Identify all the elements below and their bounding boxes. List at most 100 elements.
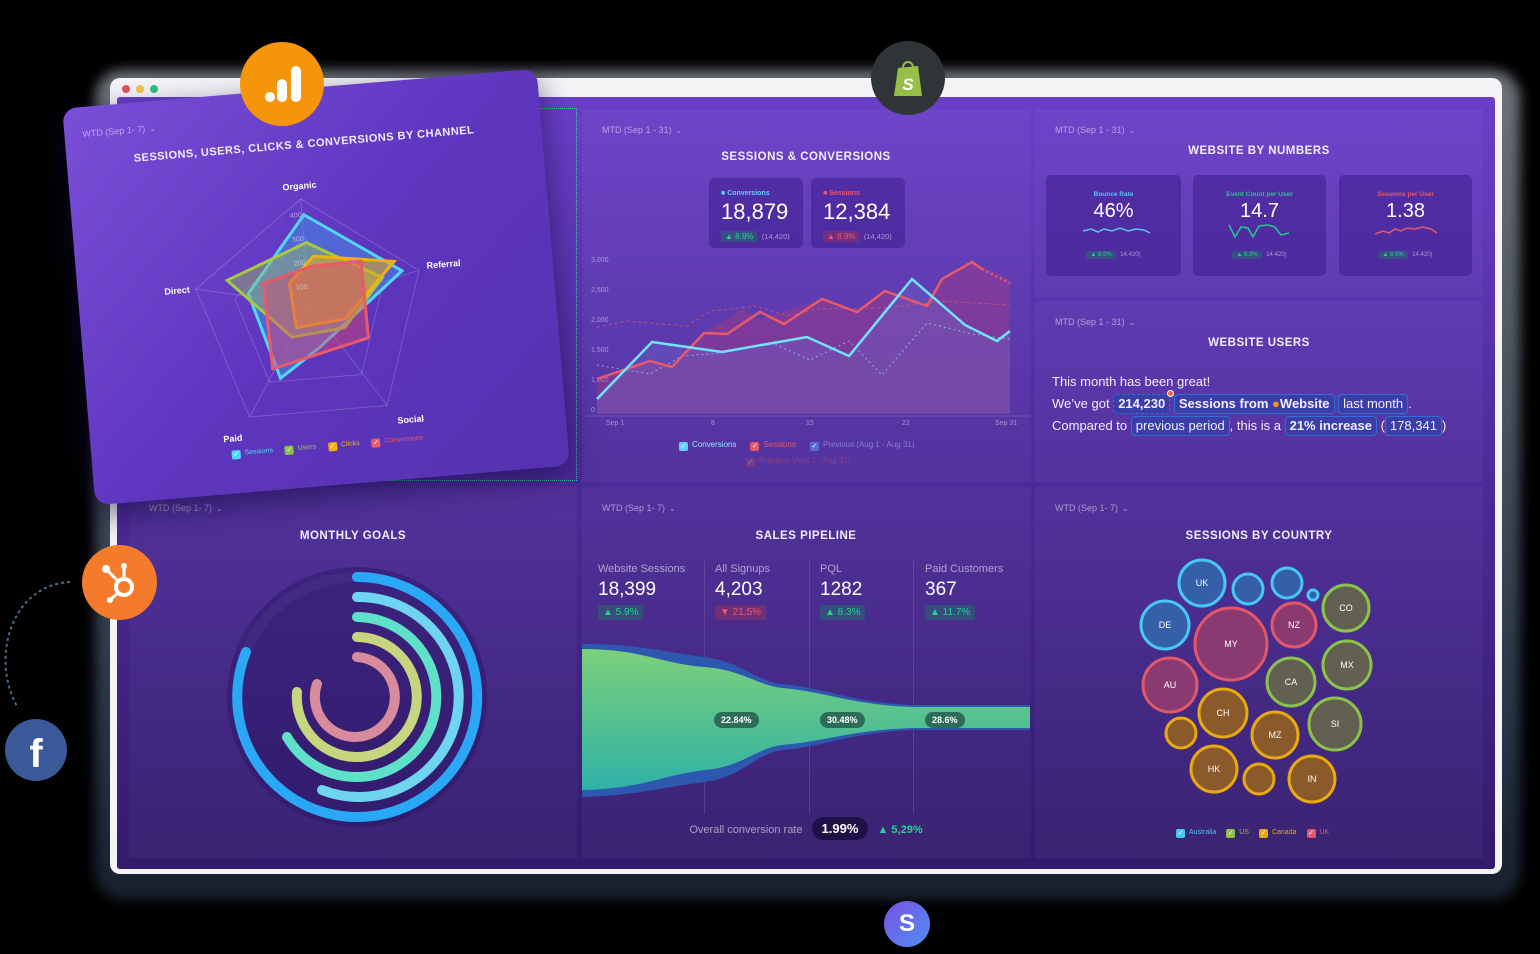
- analytics-icon: ●: [1272, 396, 1280, 411]
- legend-sessions[interactable]: ✓ Sessions: [750, 440, 796, 451]
- chevron-down-icon: ⌄: [1128, 318, 1136, 327]
- svg-text:HK: HK: [1208, 764, 1221, 774]
- svg-text:100: 100: [296, 284, 308, 292]
- sparkline: [1228, 224, 1290, 239]
- website-by-numbers-panel: MTD (Sep 1 - 31) ⌄ WEBSITE BY NUMBERS Bou…: [1035, 109, 1483, 297]
- legend-previous-conversions[interactable]: ✓ Previous (Aug 1 - Aug 31): [809, 440, 915, 451]
- chevron-down-icon: ⌄: [1128, 126, 1136, 135]
- radial-goals-chart: [227, 567, 487, 827]
- radar-chart: 400 300 200 100 Organic Referral Social Pai…: [164, 180, 461, 445]
- chevron-down-icon: ⌄: [669, 504, 676, 513]
- svg-text:3,000: 3,000: [591, 257, 609, 264]
- svg-text:22: 22: [902, 420, 910, 427]
- sessions-conversions-panel: MTD (Sep 1 - 31) ⌄ SESSIONS & CONVERSIONS…: [582, 109, 1030, 482]
- dashboard-canvas: MTD (Sep 1 - 31) ⌄ SESSIONS & CONVERSIONS…: [117, 97, 1495, 869]
- sales-pipeline-panel: WTD (Sep 1- 7) ⌄ SALES PIPELINE Website S…: [582, 487, 1030, 858]
- shopify-icon: S: [894, 61, 922, 96]
- legend-canada[interactable]: ✓ Canada: [1258, 829, 1297, 838]
- maximize-dot[interactable]: [150, 85, 158, 93]
- shopify-badge: S: [871, 41, 945, 115]
- stat-conversions: ■ Conversions 18,879 ▲ 8.9% (14,420): [709, 178, 803, 248]
- svg-text:MZ: MZ: [1269, 730, 1282, 740]
- panel-title: WEBSITE USERS: [1208, 337, 1310, 349]
- svg-text:300: 300: [292, 236, 304, 244]
- period-selector[interactable]: WTD (Sep 1- 7) ⌄: [81, 123, 157, 139]
- stripe-badge: S: [884, 901, 930, 947]
- svg-text:AU: AU: [1164, 680, 1177, 690]
- svg-text:2,500: 2,500: [591, 287, 609, 294]
- sparkline: [1082, 227, 1151, 234]
- legend-previous-sessions[interactable]: ✓ Previous (Aug 1 - Aug 31): [746, 456, 851, 467]
- svg-text:MX: MX: [1340, 660, 1354, 670]
- narrative-text: This month has been great! We’ve got 214…: [1052, 371, 1446, 437]
- svg-text:Paid: Paid: [223, 433, 243, 445]
- analytics-icon: [265, 66, 301, 102]
- edit-dot-icon: [1167, 390, 1175, 397]
- svg-text:Sep 1: Sep 1: [606, 420, 624, 427]
- svg-text:Referral: Referral: [426, 258, 461, 271]
- minimize-dot[interactable]: [136, 85, 144, 93]
- legend-sessions[interactable]: ✓ Sessions: [231, 447, 274, 460]
- checkbox-icon: ✓: [1176, 829, 1185, 838]
- bubble-chart: UK DE MY NZ CO AU CA MX CH MZ SI HK IN: [1139, 558, 1373, 804]
- radar-chart-card[interactable]: WTD (Sep 1- 7) ⌄ SESSIONS, USERS, CLICKS …: [62, 68, 570, 506]
- svg-text:Sep 31: Sep 31: [995, 420, 1017, 427]
- previous-value-chip[interactable]: 178,341: [1384, 416, 1442, 436]
- legend-users[interactable]: ✓ Users: [284, 443, 317, 456]
- connector-line: [4, 581, 71, 709]
- hubspot-badge: [82, 545, 157, 620]
- svg-text:CO: CO: [1339, 603, 1353, 613]
- funnel-chart: [582, 644, 1030, 797]
- svg-text:UK: UK: [1196, 578, 1209, 588]
- close-dot[interactable]: [122, 85, 130, 93]
- stage-all-signups: All Signups 4,203 ▼ 21,5%: [715, 563, 771, 620]
- legend-clicks[interactable]: ✓ Clicks: [327, 439, 360, 452]
- checkbox-icon: ✓: [809, 442, 819, 451]
- period-selector[interactable]: WTD (Sep 1- 7) ⌄: [1055, 503, 1129, 513]
- legend-us[interactable]: ✓ US: [1226, 829, 1249, 838]
- chevron-down-icon: ⌄: [1122, 504, 1129, 513]
- google-analytics-badge: [240, 42, 324, 126]
- period-selector[interactable]: MTD (Sep 1 - 31) ⌄: [1055, 125, 1136, 135]
- svg-text:DE: DE: [1159, 620, 1172, 630]
- period-selector[interactable]: WTD (Sep 1- 7) ⌄: [149, 503, 223, 513]
- panel-title: SESSIONS & CONVERSIONS: [721, 151, 891, 163]
- chevron-down-icon: ⌄: [216, 504, 223, 513]
- chevron-down-icon: ⌄: [148, 123, 157, 134]
- checkbox-icon: ✓: [1226, 829, 1236, 838]
- value-chip[interactable]: 214,230: [1113, 390, 1175, 414]
- facebook-badge: f: [5, 719, 67, 781]
- overall-rate-value: 1.99%: [811, 817, 869, 840]
- conversion-rate-pill: 28.6%: [925, 712, 965, 728]
- legend-conversions[interactable]: ✓ Conversions: [679, 440, 737, 451]
- period-selector[interactable]: WTD (Sep 1- 7) ⌄: [602, 503, 676, 513]
- metric-chip[interactable]: Sessions from ●Website: [1173, 394, 1335, 414]
- stripe-icon: S: [898, 910, 915, 937]
- panel-title: SALES PIPELINE: [755, 530, 857, 542]
- svg-text:Social: Social: [397, 413, 424, 425]
- panel-title: SESSIONS BY COUNTRY: [1185, 530, 1333, 542]
- checkbox-icon: ✓: [750, 442, 760, 451]
- svg-text:Organic: Organic: [282, 180, 317, 193]
- period-selector[interactable]: MTD (Sep 1 - 31) ⌄: [602, 125, 683, 135]
- timeframe-chip[interactable]: last month: [1338, 394, 1409, 414]
- line-chart: 3,000 2,500 2,000 1,500 1,000 0 Sep 1 8: [585, 257, 1030, 427]
- legend-uk[interactable]: ✓ UK: [1306, 829, 1330, 838]
- conversion-rate-pill: 30.48%: [820, 712, 865, 728]
- stage-website-sessions: Website Sessions 18,399 ▲ 5.9%: [598, 563, 686, 620]
- window-controls: [122, 85, 158, 93]
- increase-chip[interactable]: 21% increase: [1284, 416, 1377, 436]
- stage-pql: PQL 1282 ▲ 8.3%: [820, 563, 866, 620]
- period-selector[interactable]: MTD (Sep 1 - 31) ⌄: [1055, 317, 1136, 327]
- svg-text:NZ: NZ: [1288, 620, 1300, 630]
- checkbox-icon: ✓: [284, 445, 295, 456]
- checkbox-icon: ✓: [231, 449, 242, 460]
- stage-paid-customers: Paid Customers 367 ▲ 11.7%: [925, 563, 1004, 620]
- facebook-icon: f: [29, 731, 43, 776]
- conversion-rate-pill: 22.84%: [714, 712, 759, 728]
- legend-australia[interactable]: ✓ Australia: [1176, 829, 1217, 838]
- checkbox-icon: ✓: [327, 441, 338, 452]
- comparison-chip[interactable]: previous period: [1130, 416, 1230, 436]
- sessions-by-country-panel: WTD (Sep 1- 7) ⌄ SESSIONS BY COUNTRY: [1035, 487, 1483, 858]
- hubspot-icon: [101, 562, 134, 603]
